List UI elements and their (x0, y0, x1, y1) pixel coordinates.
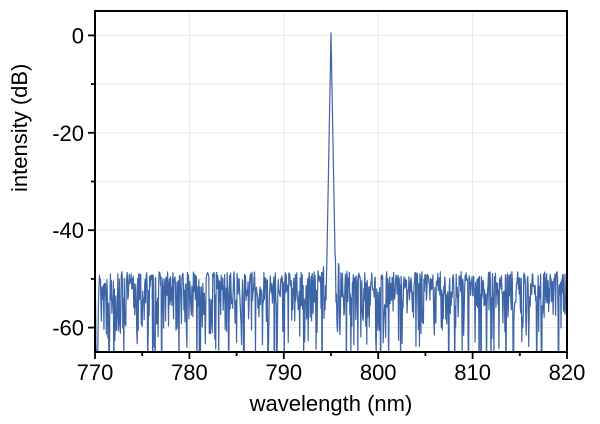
x-tick-label: 770 (77, 360, 114, 385)
y-tick-label: -20 (52, 121, 84, 146)
x-tick-label: 820 (549, 360, 586, 385)
y-tick-label: -60 (52, 316, 84, 341)
plot-frame (94, 10, 568, 353)
x-tick-label: 790 (265, 360, 302, 385)
y-tick-label: -40 (52, 218, 84, 243)
x-tick-label: 780 (171, 360, 208, 385)
x-tick-label: 800 (360, 360, 397, 385)
y-axis-title: intensity (dB) (7, 64, 33, 192)
spectrum-trace (95, 32, 567, 352)
x-tick-label: 810 (454, 360, 491, 385)
x-axis-title: wavelength (nm) (249, 391, 413, 416)
y-tick-label: 0 (72, 23, 84, 48)
